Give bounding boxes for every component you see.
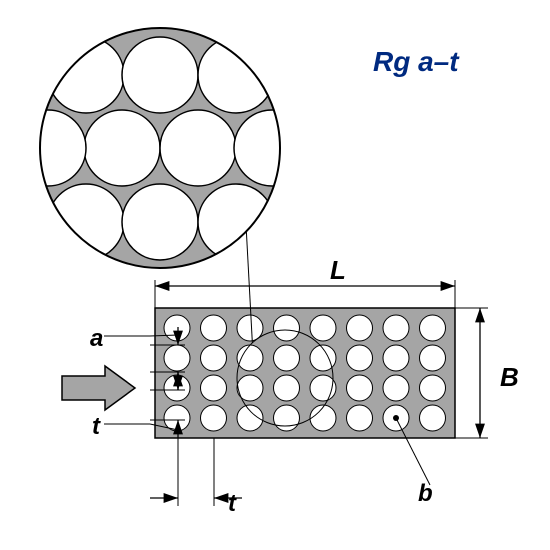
dim-label-t-left: t [92,413,100,441]
magnifier-view [10,26,310,270]
dim-label-b: b [418,480,433,508]
diagram-canvas: Rg a–t L B a t t b [0,0,550,550]
diagram-svg [0,0,550,550]
dim-label-B: B [500,362,519,393]
diagram-title: Rg a–t [373,46,459,78]
direction-arrow [62,366,135,410]
dim-label-a: a [90,325,103,353]
perforated-plate [155,308,455,438]
dim-label-t-bottom: t [228,490,236,518]
dim-label-L: L [330,255,346,286]
